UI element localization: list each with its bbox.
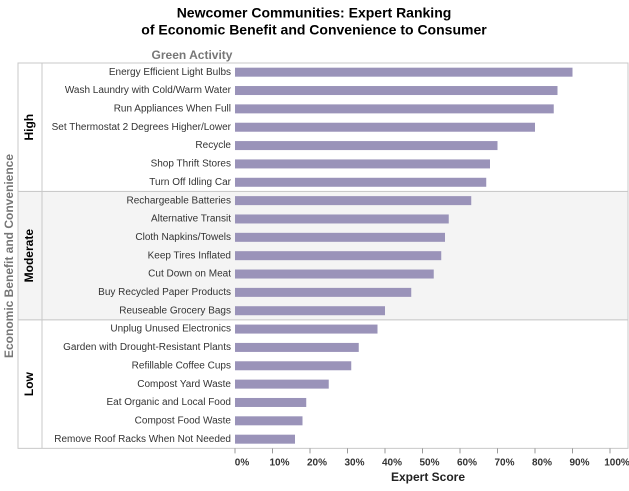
bar — [235, 379, 329, 389]
bar — [235, 177, 487, 187]
category-label: Compost Yard Waste — [137, 379, 231, 390]
bar — [235, 159, 490, 169]
category-label: Unplug Unused Electronics — [110, 324, 231, 335]
x-tick-label: 80% — [532, 458, 552, 469]
bar — [235, 104, 554, 114]
category-label: Garden with Drought-Resistant Plants — [63, 342, 231, 353]
group-label: Low — [22, 371, 36, 396]
bar — [235, 141, 498, 151]
category-label: Rechargeable Batteries — [126, 195, 231, 206]
x-tick-label: 70% — [494, 458, 514, 469]
category-header: Green Activity — [152, 48, 233, 62]
chart-title: Newcomer Communities: Expert Ranking — [177, 5, 452, 21]
category-label: Energy Efficient Light Bulbs — [109, 67, 231, 78]
x-tick-label: 50% — [419, 458, 439, 469]
category-label: Alternative Transit — [151, 214, 231, 225]
chart-title: of Economic Benefit and Convenience to C… — [141, 22, 487, 38]
bar — [235, 361, 352, 371]
bar — [235, 122, 535, 132]
category-label: Cut Down on Meat — [148, 269, 231, 280]
bar — [235, 269, 434, 279]
bar — [235, 416, 303, 426]
x-axis-title: Expert Score — [391, 470, 465, 484]
category-label: Eat Organic and Local Food — [106, 397, 231, 408]
x-tick-label: 0% — [235, 458, 250, 469]
category-label: Run Appliances When Full — [114, 104, 231, 115]
category-label: Wash Laundry with Cold/Warm Water — [65, 85, 232, 96]
category-label: Refillable Coffee Cups — [132, 360, 231, 371]
category-label: Set Thermostat 2 Degrees Higher/Lower — [52, 122, 232, 133]
x-tick-label: 90% — [569, 458, 589, 469]
category-label: Keep Tires Inflated — [148, 250, 231, 261]
x-tick-label: 20% — [307, 458, 327, 469]
bar — [235, 86, 558, 96]
category-label: Buy Recycled Paper Products — [98, 287, 231, 298]
category-label: Shop Thrift Stores — [151, 159, 231, 170]
category-label: Remove Roof Racks When Not Needed — [54, 434, 231, 445]
category-label: Recycle — [195, 140, 231, 151]
bar — [235, 324, 378, 334]
x-tick-label: 10% — [269, 458, 289, 469]
bar — [235, 196, 472, 206]
category-label: Reuseable Grocery Bags — [119, 305, 231, 316]
group-label: High — [22, 114, 36, 141]
group-label: Moderate — [22, 229, 36, 283]
bar — [235, 434, 295, 444]
x-tick-label: 100% — [604, 458, 629, 469]
x-tick-label: 60% — [457, 458, 477, 469]
bar — [235, 397, 307, 407]
x-tick-label: 30% — [344, 458, 364, 469]
y-axis-title: Economic Benefit and Convenience — [2, 154, 16, 358]
x-tick-label: 40% — [382, 458, 402, 469]
bar — [235, 287, 412, 297]
bar — [235, 232, 445, 242]
category-label: Compost Food Waste — [135, 415, 232, 426]
bar — [235, 214, 449, 224]
bar — [235, 251, 442, 261]
bar — [235, 306, 385, 316]
bar — [235, 342, 359, 352]
bar — [235, 67, 573, 77]
category-label: Cloth Napkins/Towels — [135, 232, 231, 243]
category-label: Turn Off Idling Car — [149, 177, 231, 188]
